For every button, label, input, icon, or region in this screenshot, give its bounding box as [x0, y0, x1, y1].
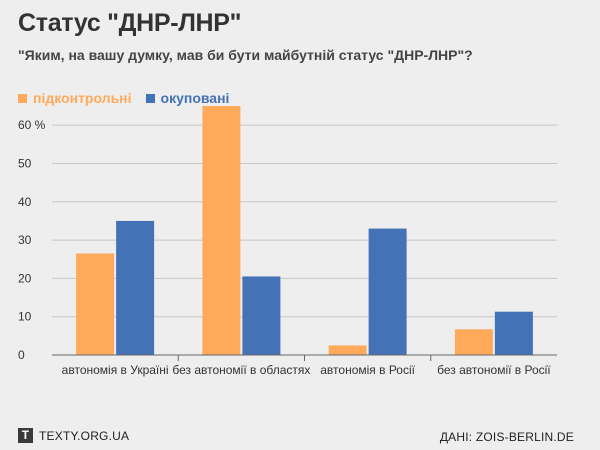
- bar[interactable]: [494, 311, 533, 355]
- y-tick-label: 0: [18, 348, 25, 362]
- legend-item-occupied: окуповані: [145, 90, 230, 106]
- legend-swatch-occupied: [145, 93, 155, 103]
- footer-brand: T TEXTY.ORG.UA: [18, 428, 129, 443]
- bar[interactable]: [242, 276, 281, 355]
- y-tick-label: 20: [18, 271, 32, 285]
- chart-title: Статус "ДНР-ЛНР": [18, 9, 242, 37]
- bar[interactable]: [454, 329, 493, 355]
- x-tick-label: автономія в Україні: [62, 363, 169, 377]
- y-tick-label: 10: [18, 310, 32, 324]
- y-tick-label: 60 %: [18, 118, 46, 132]
- legend-swatch-controlled: [18, 93, 27, 103]
- legend-label-controlled: підконтрольні: [33, 90, 132, 106]
- bar[interactable]: [76, 253, 115, 355]
- texty-logo-icon: T: [18, 428, 33, 443]
- legend-item-controlled: підконтрольні: [18, 90, 132, 106]
- bar[interactable]: [368, 228, 407, 355]
- bar[interactable]: [116, 220, 155, 355]
- y-tick-label: 40: [18, 195, 32, 209]
- x-tick-label: без автономії в областях: [172, 363, 310, 377]
- y-tick-label: 30: [18, 233, 32, 247]
- legend: підконтрольні окуповані: [18, 90, 243, 106]
- x-tick-label: автономія в Росії: [320, 363, 415, 377]
- footer-site[interactable]: TEXTY.ORG.UA: [39, 428, 130, 443]
- legend-label-occupied: окуповані: [160, 90, 230, 106]
- chart-subtitle: "Яким, на вашу думку, мав би бути майбут…: [18, 47, 473, 63]
- footer-source: ДАНІ: ZOIS-BERLIN.DE: [439, 430, 574, 444]
- bar[interactable]: [202, 106, 241, 355]
- y-tick-label: 50: [18, 156, 32, 170]
- bar[interactable]: [328, 345, 367, 355]
- x-tick-label: без автономії в Росії: [437, 363, 551, 377]
